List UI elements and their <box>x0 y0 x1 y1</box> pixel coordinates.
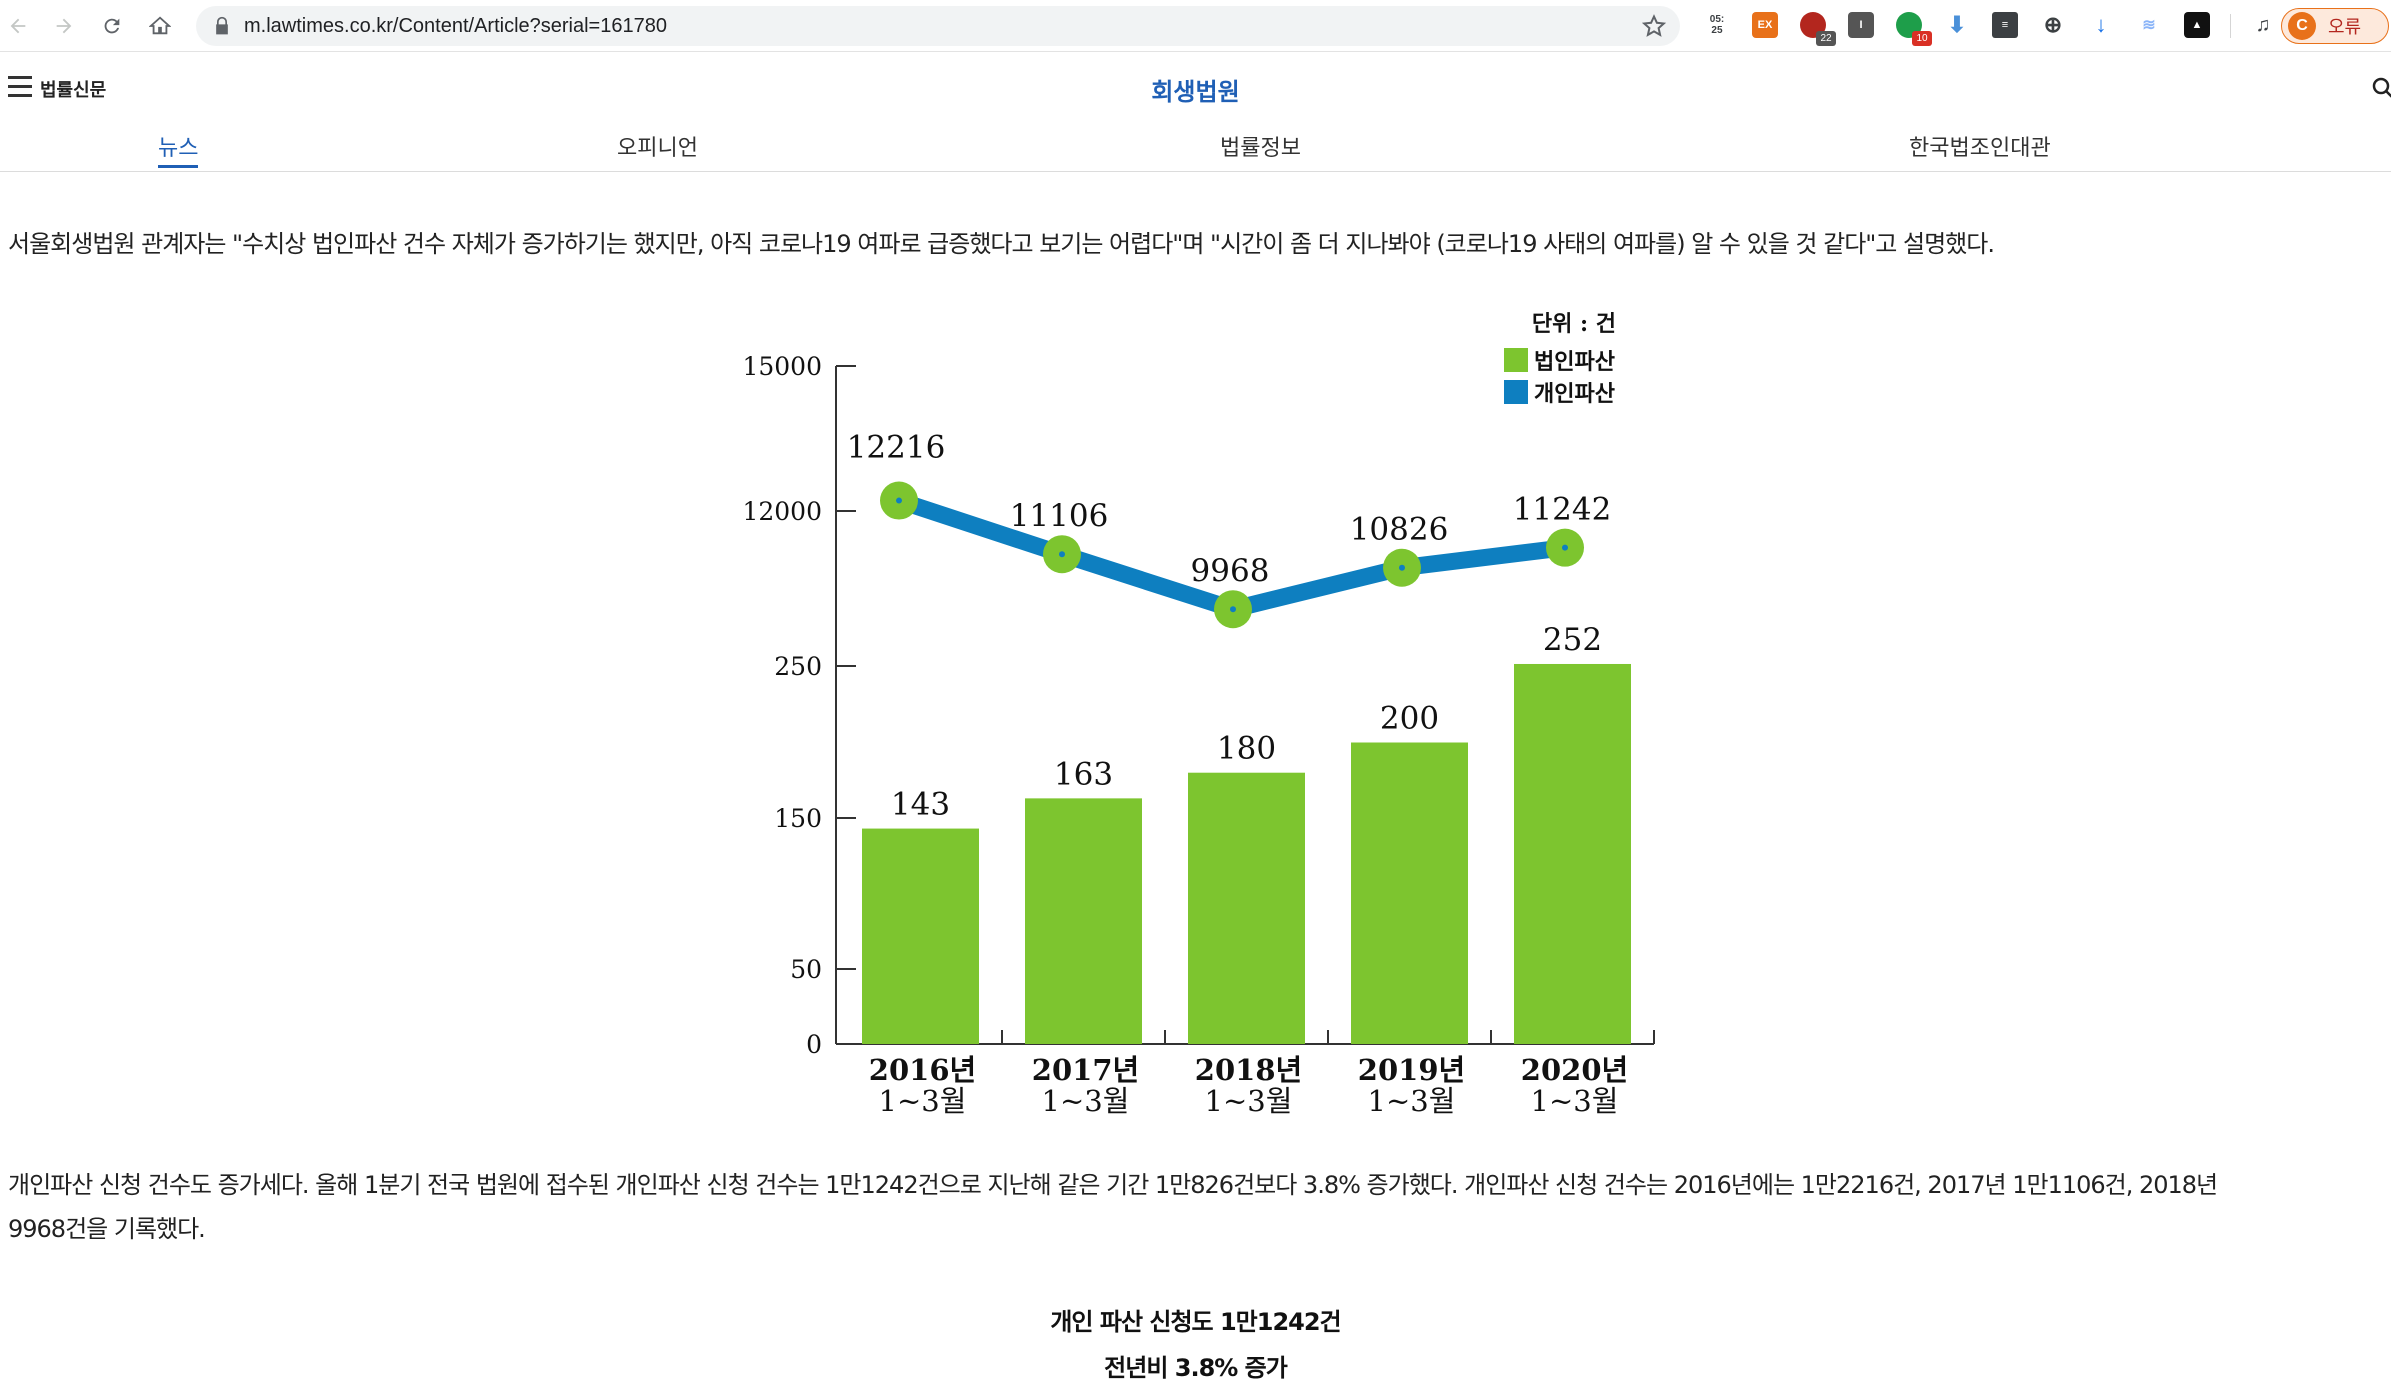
line-value-label: 11242 <box>1513 492 1612 528</box>
x-tick-label: 1~3월 <box>879 1084 967 1118</box>
ex-extension-icon[interactable]: EX <box>1752 12 1778 38</box>
bar <box>1351 742 1468 1044</box>
bar-value-label: 163 <box>1054 756 1113 792</box>
forward-button[interactable] <box>46 8 82 44</box>
list-extension-icon[interactable]: ≡ <box>1992 12 2018 38</box>
reload-icon <box>104 18 120 34</box>
profile-button[interactable]: C 오류 <box>2281 8 2389 44</box>
bar-value-label: 180 <box>1217 731 1276 767</box>
home-button[interactable] <box>142 8 178 44</box>
search-icon[interactable] <box>2371 76 2391 100</box>
bookmark-star-icon[interactable] <box>1642 14 1666 38</box>
bar <box>1514 663 1631 1044</box>
profile-error-label: 오류 <box>2328 17 2362 38</box>
bar <box>1188 772 1305 1044</box>
section-title[interactable]: 회생법원 <box>1151 78 1240 106</box>
tab-lawyer-directory[interactable]: 한국법조인대관 <box>1909 136 2051 161</box>
clock-extension-icon[interactable]: 05: 25 <box>1709 14 1725 36</box>
extension-badge: 22 <box>1816 31 1836 46</box>
chart-svg: 15000120002501505001431631802002522016년1… <box>742 311 1655 1118</box>
arrow-right-icon <box>56 18 72 34</box>
article-paragraph: 서울회생법원 관계자는 "수치상 법인파산 건수 자체가 증가하기는 했지만, … <box>8 230 1995 258</box>
bar-value-label: 200 <box>1380 701 1439 737</box>
tab-news[interactable]: 뉴스 <box>158 130 199 168</box>
avatar: C <box>2288 12 2316 40</box>
tab-opinion[interactable]: 오피니언 <box>617 136 698 161</box>
y-tick-label: 150 <box>774 804 822 833</box>
line-point-center <box>1059 551 1065 558</box>
extension-badge: 10 <box>1912 31 1932 46</box>
bar <box>862 828 979 1044</box>
y-tick-label: 12000 <box>742 497 822 526</box>
article-paragraph: 개인파산 신청 건수도 증가세다. 올해 1분기 전국 법원에 접수된 개인파산… <box>8 1171 2218 1199</box>
x-tick-label: 1~3월 <box>1042 1084 1130 1118</box>
black-extension-icon[interactable]: ▲ <box>2184 12 2210 38</box>
download-icon[interactable]: ↓ <box>2095 12 2107 37</box>
legend-label: 개인파산 <box>1534 381 1615 407</box>
line-value-label: 11106 <box>1010 498 1109 534</box>
x-tick-label: 1~3월 <box>1531 1084 1619 1118</box>
legend-swatch <box>1504 348 1528 372</box>
x-tick-label: 2018년 <box>1195 1053 1302 1087</box>
x-tick-label: 2019년 <box>1358 1053 1465 1087</box>
line-value-label: 9968 <box>1191 553 1270 589</box>
tab-legal-info[interactable]: 법률정보 <box>1220 136 1301 161</box>
wave-extension-icon[interactable]: ≋ <box>2142 17 2156 34</box>
playlist-icon[interactable]: ♫ <box>2255 13 2271 36</box>
line-value-label: 10826 <box>1350 512 1449 548</box>
line-point-center <box>1230 606 1236 613</box>
bar-value-label: 143 <box>891 787 950 823</box>
site-logo[interactable]: 법률신문 <box>40 80 107 101</box>
line-point-center <box>1562 544 1568 551</box>
reload-button[interactable] <box>94 8 130 44</box>
red-extension-icon[interactable]: 22 <box>1800 12 1836 46</box>
line-value-label: 12216 <box>847 430 946 466</box>
lock-icon <box>216 16 228 35</box>
menu-icon[interactable] <box>8 76 32 98</box>
browser-toolbar: m.lawtimes.co.kr/Content/Article?serial=… <box>0 0 2391 52</box>
address-bar[interactable]: m.lawtimes.co.kr/Content/Article?serial=… <box>196 6 1680 46</box>
back-button[interactable] <box>0 8 36 44</box>
x-tick-label: 2017년 <box>1032 1053 1139 1087</box>
x-tick-label: 2020년 <box>1521 1053 1628 1087</box>
subheading: 개인 파산 신청도 1만1242건 <box>1050 1308 1341 1336</box>
bankruptcy-chart: 15000 12000 250 150 50 0 143 163 180 200 252 2016년 1… <box>740 296 1680 1126</box>
y-tick-label: 250 <box>774 652 822 681</box>
legend-unit-label: 단위 : 건 <box>1532 311 1616 337</box>
site-header: 법률신문 회생법원 뉴스 오피니언 법률정보 한국법조인대관 <box>0 52 2391 172</box>
toolbar-divider <box>2230 14 2231 38</box>
x-tick-label: 1~3월 <box>1368 1084 1456 1118</box>
bar-value-label: 252 <box>1543 622 1602 658</box>
y-tick-label: 0 <box>806 1030 822 1059</box>
x-tick-label: 1~3월 <box>1205 1084 1293 1118</box>
download-arrow-extension-icon[interactable]: ⬇ <box>1947 12 1967 37</box>
globe-extension-icon[interactable]: ⊕ <box>2043 12 2063 37</box>
line-point-center <box>1399 564 1405 571</box>
home-icon <box>149 16 171 35</box>
article-paragraph: 9968건을 기록했다. <box>8 1215 206 1243</box>
y-tick-label: 15000 <box>742 352 822 381</box>
url-text[interactable]: m.lawtimes.co.kr/Content/Article?serial=… <box>244 15 667 37</box>
legend-swatch <box>1504 380 1528 404</box>
subheading: 전년비 3.8% 증가 <box>1104 1354 1288 1382</box>
section-title-wrap: 회생법원 <box>0 72 2391 107</box>
bar <box>1025 798 1142 1044</box>
x-tick-label: 2016년 <box>869 1053 976 1087</box>
legend-label: 법인파산 <box>1534 349 1615 375</box>
arrow-left-icon <box>10 18 26 34</box>
line-point-center <box>896 497 902 504</box>
green-extension-icon[interactable]: 10 <box>1896 12 1932 46</box>
y-tick-label: 50 <box>790 955 822 984</box>
dark-extension-icon[interactable]: I <box>1848 12 1874 38</box>
